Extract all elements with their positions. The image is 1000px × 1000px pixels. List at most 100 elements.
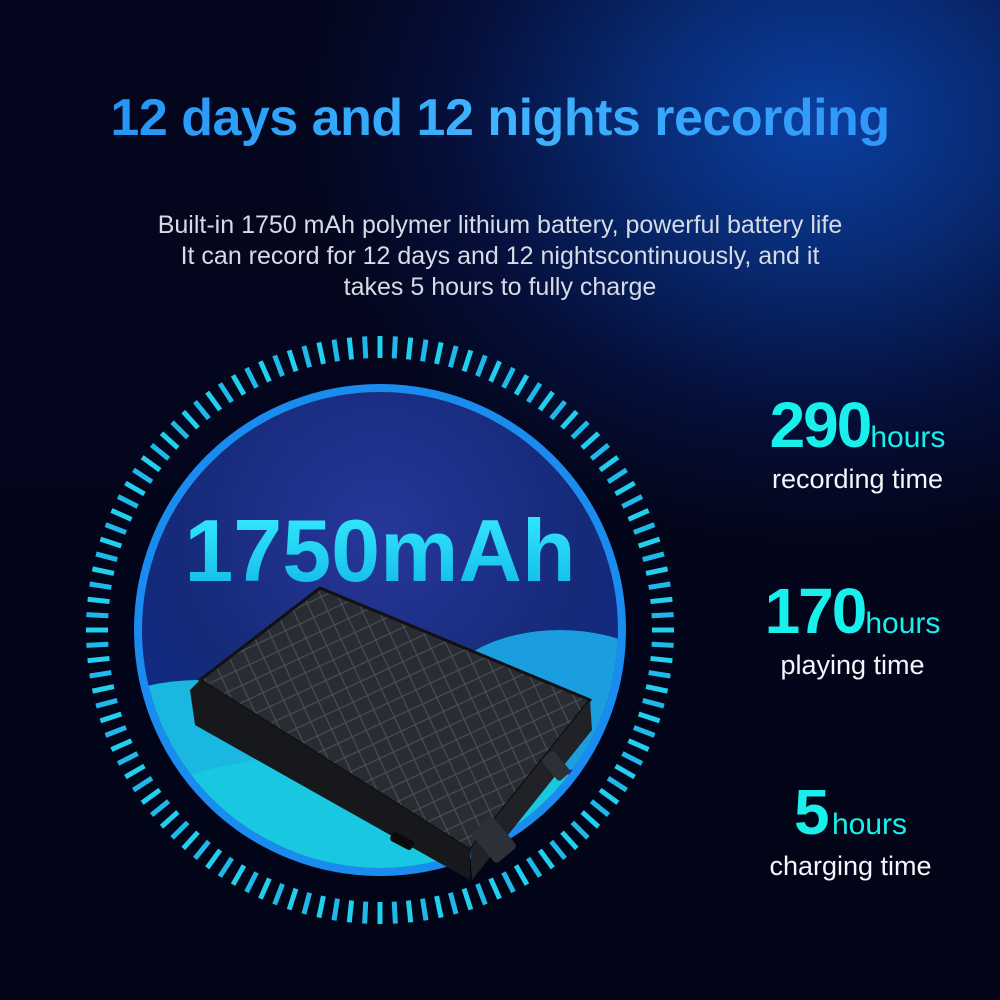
- tick-mark: [149, 443, 171, 461]
- tick-mark: [645, 566, 669, 576]
- tick-mark: [181, 830, 200, 851]
- tick-mark: [420, 339, 429, 362]
- tick-mark: [89, 670, 112, 679]
- tick-mark: [637, 711, 661, 724]
- tick-mark: [286, 349, 299, 373]
- tick-mark: [405, 337, 414, 360]
- tick-mark: [598, 787, 620, 805]
- tick-mark: [132, 467, 154, 484]
- tick-mark: [526, 382, 543, 404]
- tick-mark: [99, 536, 123, 549]
- tick-mark: [86, 612, 109, 619]
- tick-mark: [391, 336, 398, 359]
- tick-mark: [140, 455, 162, 473]
- stat-label: recording time: [771, 464, 944, 494]
- description-line: Built-in 1750 mAh polymer lithium batter…: [157, 211, 843, 239]
- tick-mark: [230, 864, 247, 886]
- tick-mark: [116, 494, 139, 509]
- tick-mark: [391, 901, 398, 924]
- tick-mark: [331, 339, 340, 362]
- tick-mark: [648, 581, 671, 590]
- tick-mark: [95, 697, 118, 709]
- page-title: 12 days and 12 nights recording: [0, 88, 1000, 148]
- tick-mark: [91, 684, 115, 694]
- tick-mark: [301, 345, 313, 368]
- tick-mark: [501, 366, 516, 389]
- tick-mark: [633, 725, 656, 738]
- tick-mark: [272, 354, 285, 377]
- tick-mark: [272, 883, 285, 906]
- tick-mark: [193, 399, 211, 421]
- tick-mark: [580, 810, 601, 829]
- tick-mark: [580, 431, 601, 450]
- tick-mark: [627, 738, 650, 752]
- tick-mark: [570, 420, 590, 440]
- tick-mark: [104, 725, 127, 738]
- stat-unit: hours: [865, 607, 941, 640]
- tick-mark: [346, 900, 355, 923]
- stat-recording: 290hours recording time: [750, 388, 965, 495]
- tick-mark: [362, 336, 369, 359]
- tick-mark: [537, 848, 555, 870]
- tick-mark: [346, 337, 355, 360]
- tick-mark: [537, 390, 555, 412]
- tick-mark: [193, 839, 211, 861]
- stat-label: playing time: [780, 650, 925, 680]
- tick-mark: [87, 655, 110, 664]
- tick-mark: [606, 776, 628, 793]
- stat-playing: 170hours playing time: [745, 574, 960, 681]
- tick-mark: [621, 494, 644, 509]
- tick-mark: [434, 895, 444, 919]
- tick-mark: [549, 399, 567, 421]
- tick-mark: [526, 856, 543, 878]
- tick-mark: [89, 581, 112, 590]
- tick-mark: [405, 900, 414, 923]
- tick-mark: [637, 536, 661, 549]
- tick-mark: [258, 360, 272, 383]
- tick-mark: [642, 551, 665, 563]
- tick-mark: [205, 390, 223, 412]
- stat-label: charging time: [769, 851, 932, 881]
- tick-mark: [170, 820, 190, 840]
- tick-mark: [598, 455, 620, 473]
- tick-mark: [170, 420, 190, 440]
- tick-mark: [420, 898, 429, 921]
- tick-mark: [513, 374, 530, 396]
- tick-mark: [648, 670, 671, 679]
- tick-mark: [149, 799, 171, 817]
- stat-charging: 5 hours charging time: [743, 775, 958, 882]
- tick-mark: [621, 751, 644, 766]
- capacity-label: 1750mAh: [130, 500, 630, 602]
- stat-unit: hours: [832, 808, 908, 841]
- tick-mark: [87, 596, 110, 605]
- tick-mark: [447, 345, 459, 368]
- tick-mark: [560, 409, 579, 430]
- tick-mark: [570, 820, 590, 840]
- tick-mark: [650, 596, 673, 605]
- tick-mark: [205, 848, 223, 870]
- tick-mark: [230, 374, 247, 396]
- tick-mark: [116, 751, 139, 766]
- tick-mark: [331, 898, 340, 921]
- tick-mark: [461, 349, 474, 373]
- description-line: It can record for 12 days and 12 nightsc…: [180, 242, 820, 270]
- tick-mark: [642, 697, 665, 709]
- description: Built-in 1750 mAh polymer lithium batter…: [0, 210, 1000, 303]
- tick-mark: [301, 892, 313, 915]
- tick-mark: [316, 895, 326, 919]
- stat-value: 170: [764, 575, 868, 647]
- stat-value: 290: [769, 389, 873, 461]
- tick-mark: [316, 341, 326, 365]
- tick-mark: [258, 877, 272, 900]
- tick-mark: [124, 480, 146, 497]
- tick-mark: [475, 354, 488, 377]
- tick-mark: [651, 641, 674, 648]
- tick-mark: [447, 892, 459, 915]
- tick-mark: [488, 877, 502, 900]
- description-line: takes 5 hours to fully charge: [343, 273, 657, 301]
- tick-mark: [99, 711, 123, 724]
- tick-mark: [645, 684, 669, 694]
- tick-mark: [501, 871, 516, 894]
- tick-mark: [181, 409, 200, 430]
